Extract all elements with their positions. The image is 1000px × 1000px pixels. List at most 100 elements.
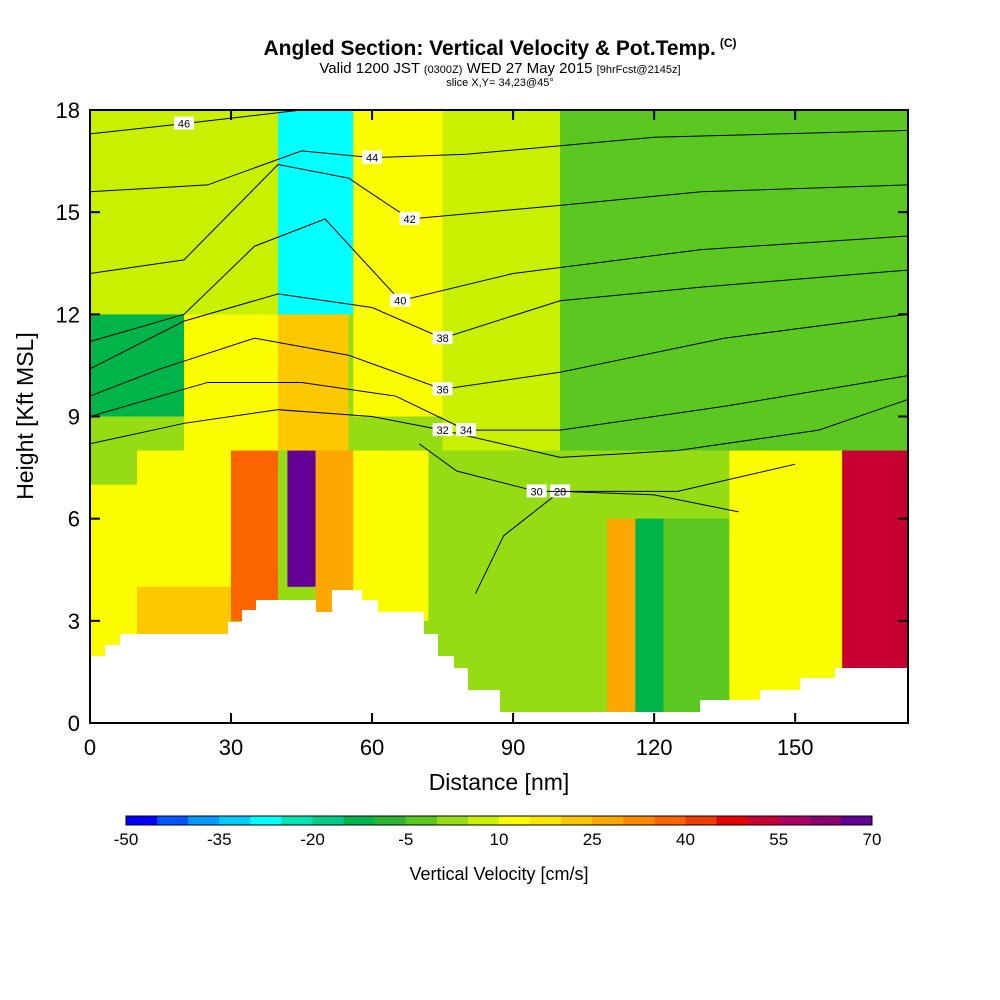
terrain-mask [90, 590, 908, 723]
contour-label-bg [174, 116, 195, 130]
x-tick-label: 120 [636, 735, 673, 760]
velocity-cell [442, 110, 561, 451]
colorbar-swatch [312, 816, 345, 825]
contour-label: 36 [436, 384, 448, 396]
velocity-cell [231, 450, 279, 621]
velocity-cell [729, 450, 843, 723]
contour-label-bg [362, 150, 383, 164]
contour-label: 38 [436, 333, 448, 345]
colorbar: -50 -35 -20 -5 10 25 40 55 70 [114, 815, 882, 849]
velocity-cell [560, 110, 908, 451]
y-tick-label: 6 [68, 507, 80, 532]
valid-utc: (0300Z) [423, 64, 463, 76]
contour-label: 30 [530, 486, 542, 498]
colorbar-tick-label: 10 [490, 830, 509, 849]
colorbar-tick-label: 40 [676, 830, 695, 849]
contour-label-bg [432, 331, 453, 345]
contour-label: 44 [366, 153, 378, 165]
colorbar-swatch [778, 816, 811, 825]
valid-prefix: Valid 1200 JST [319, 60, 420, 77]
velocity-cell [137, 450, 232, 587]
contour-line [90, 375, 908, 431]
colorbar-tick-label: 55 [769, 830, 788, 849]
colorbar-swatch [499, 816, 531, 825]
colorbar-swatch [281, 816, 313, 825]
colorbar-swatch [219, 816, 251, 825]
chart-title-text: Angled Section: Vertical Velocity & Pot.… [263, 37, 716, 60]
contour-label-bg [456, 423, 477, 437]
contour-label: 42 [404, 214, 416, 226]
velocity-cell [90, 110, 279, 315]
colorbar-swatch [623, 816, 655, 825]
x-tick-label: 60 [360, 735, 384, 760]
colorbar-swatch [809, 816, 842, 825]
colorbar-frame [125, 815, 873, 826]
velocity-cell [278, 110, 354, 315]
colorbar-swatch [561, 816, 593, 825]
colorbar-swatch [685, 816, 718, 825]
velocity-cell [503, 518, 608, 723]
colorbar-swatch [126, 816, 158, 825]
colorbar-label: Vertical Velocity [cm/s] [409, 864, 588, 884]
chart-valid-line: Valid 1200 JST (0300Z) WED 27 May 2015 [… [0, 60, 1000, 77]
y-tick-label: 15 [56, 200, 80, 225]
contour-line [90, 313, 908, 397]
colorbar-swatch [343, 816, 376, 825]
y-tick-label: 9 [68, 405, 80, 430]
colorbar-swatch [530, 816, 562, 825]
contour-label: 34 [460, 425, 472, 437]
forecast-info: [9hrFcst@2145z] [596, 64, 681, 76]
colorbar-swatch [592, 816, 624, 825]
colorbar-swatch [467, 816, 500, 825]
y-tick-label: 0 [68, 711, 80, 736]
velocity-field [90, 110, 908, 723]
x-tick-label: 30 [219, 735, 243, 760]
contour-label-bg [399, 211, 420, 225]
colorbar-tick-label: -50 [114, 830, 139, 849]
x-tick-label: 0 [84, 735, 96, 760]
y-axis-label: Height [Kft MSL] [12, 332, 38, 499]
colorbar-swatch [436, 816, 469, 825]
y-tick-label: 3 [68, 609, 80, 634]
velocity-cell [607, 518, 636, 723]
colorbar-tick-label: -35 [207, 830, 232, 849]
y-tick-label: 12 [56, 302, 80, 327]
valid-date: WED 27 May 2015 [466, 60, 593, 77]
contour-label: 40 [394, 296, 406, 308]
colorbar-swatch [250, 816, 282, 825]
y-tick-label: 18 [56, 98, 80, 123]
contour-label-bg [390, 293, 411, 307]
pot-temp-contours: 28 30 32 34 36 38 40 42 44 46 [90, 110, 908, 594]
colorbar-swatch [405, 816, 438, 825]
velocity-cell [353, 450, 429, 621]
velocity-cell [635, 518, 664, 723]
contour-label: 28 [554, 486, 566, 498]
contour-label-bg [432, 382, 453, 396]
contour-line [90, 218, 908, 343]
chart-title-unit: (C) [719, 36, 737, 50]
chart-slice-info: slice X,Y= 34,23@45° [446, 77, 554, 89]
velocity-cell [90, 314, 185, 417]
contour-label: 46 [178, 119, 190, 131]
x-tick-label: 90 [501, 735, 525, 760]
velocity-cell [663, 518, 730, 723]
contour-label-bg [432, 423, 453, 437]
colorbar-swatch [374, 816, 407, 825]
x-tick-label: 150 [777, 735, 814, 760]
colorbar-swatch [157, 816, 189, 825]
colorbar-tick-label: 25 [583, 830, 602, 849]
colorbar-swatch [840, 816, 873, 825]
colorbar-swatch [716, 816, 749, 825]
colorbar-swatch [188, 816, 220, 825]
contour-line [90, 163, 908, 274]
x-axis-label: Distance [nm] [429, 769, 570, 795]
colorbar-tick-label: 70 [863, 830, 882, 849]
contour-label-bg [526, 484, 547, 498]
contour-line [90, 269, 908, 370]
colorbar-tick-label: -20 [300, 830, 325, 849]
chart-title: Angled Section: Vertical Velocity & Pot.… [0, 36, 1000, 61]
colorbar-swatch [747, 816, 780, 825]
contour-label: 32 [436, 425, 448, 437]
